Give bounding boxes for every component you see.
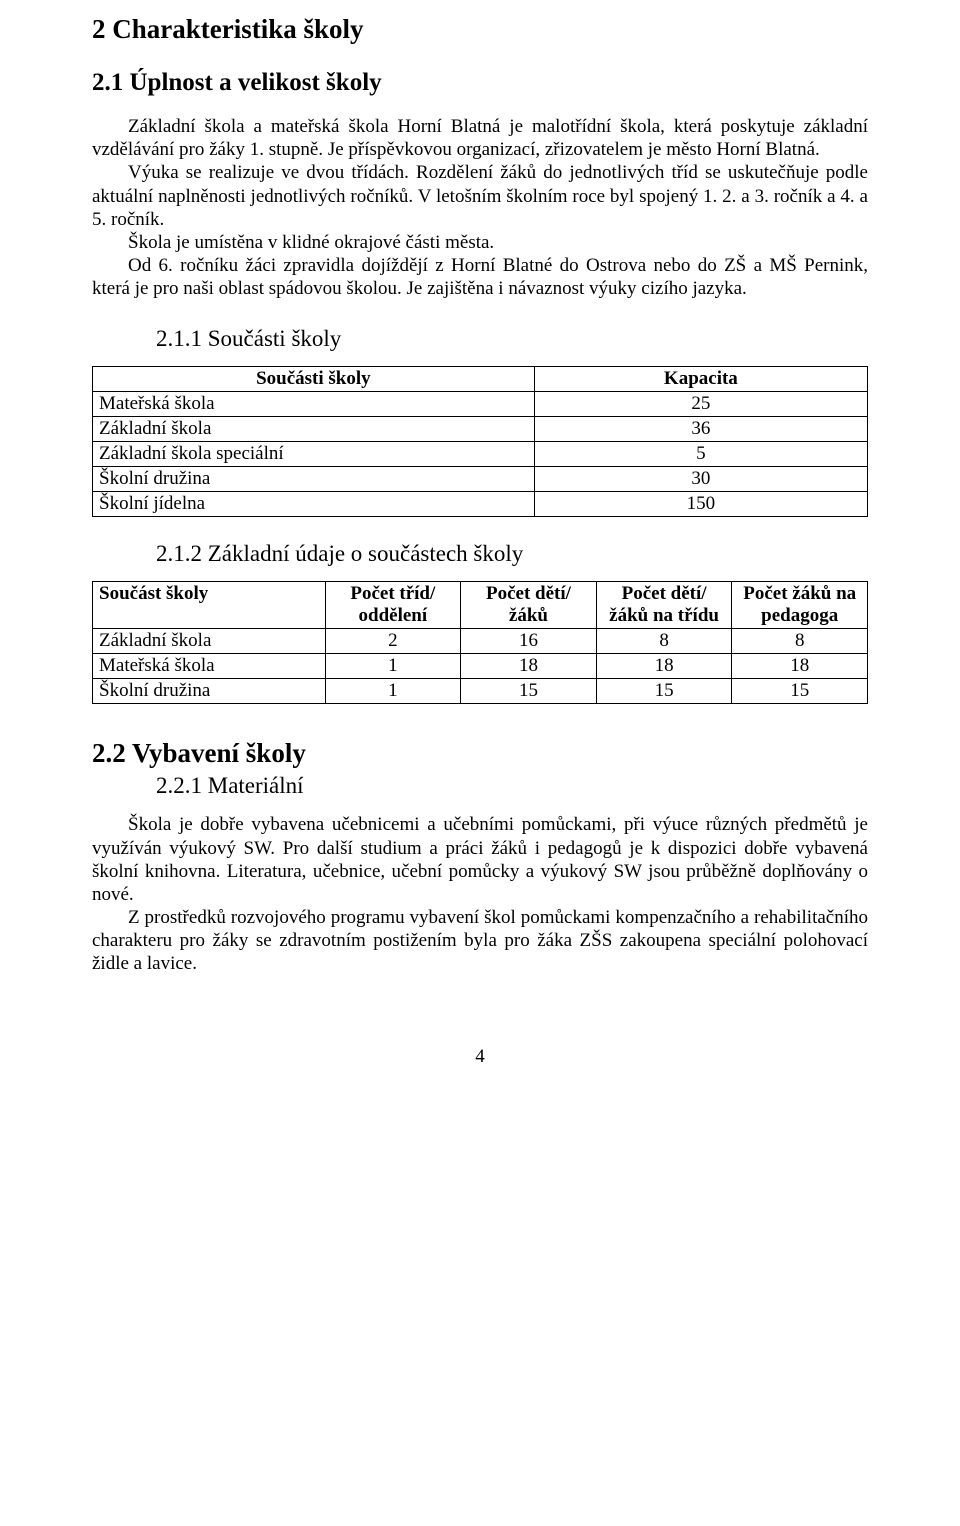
paragraph: Základní škola a mateřská škola Horní Bl… <box>92 115 868 161</box>
table-row: Základní škola 2 16 8 8 <box>93 629 868 654</box>
table-cell: 8 <box>732 629 868 654</box>
section-21-body: Základní škola a mateřská škola Horní Bl… <box>92 115 868 300</box>
column-header: Počet dětí/žáků na třídu <box>596 582 732 629</box>
table-zakladni-udaje: Součást školy Počet tříd/ oddělení Počet… <box>92 581 868 704</box>
table-header-row: Součásti školy Kapacita <box>93 367 868 392</box>
table-row: Mateřská škola 1 18 18 18 <box>93 654 868 679</box>
table-cell: Školní družina <box>93 467 535 492</box>
table-cell: Mateřská škola <box>93 654 326 679</box>
paragraph: Z prostředků rozvojového programu vybave… <box>92 906 868 976</box>
heading-materialni: 2.2.1 Materiální <box>156 773 868 799</box>
table-cell: 16 <box>461 629 597 654</box>
table-cell: 15 <box>461 679 597 704</box>
table-header-row: Součást školy Počet tříd/ oddělení Počet… <box>93 582 868 629</box>
table-row: Mateřská škola 25 <box>93 392 868 417</box>
table-cell: 18 <box>732 654 868 679</box>
table-cell: 36 <box>534 417 867 442</box>
table-cell: 25 <box>534 392 867 417</box>
paragraph: Škola je umístěna v klidné okrajové část… <box>92 231 868 254</box>
column-header: Součást školy <box>93 582 326 629</box>
table-cell: Školní družina <box>93 679 326 704</box>
heading-charakteristika-skoly: 2 Charakteristika školy <box>92 14 868 45</box>
heading-uplnost-velikost: 2.1 Úplnost a velikost školy <box>92 69 868 97</box>
table-cell: 30 <box>534 467 867 492</box>
table-row: Školní jídelna 150 <box>93 492 868 517</box>
table-cell: 1 <box>325 654 461 679</box>
document-page: 2 Charakteristika školy 2.1 Úplnost a ve… <box>0 0 960 1108</box>
heading-vybaveni-skoly: 2.2 Vybavení školy <box>92 738 868 769</box>
table-cell: 18 <box>461 654 597 679</box>
table-cell: Základní škola speciální <box>93 442 535 467</box>
table-soucasti-skoly: Součásti školy Kapacita Mateřská škola 2… <box>92 366 868 517</box>
table-cell: 18 <box>596 654 732 679</box>
table-row: Školní družina 1 15 15 15 <box>93 679 868 704</box>
table-cell: Mateřská škola <box>93 392 535 417</box>
column-header: Součásti školy <box>93 367 535 392</box>
paragraph: Výuka se realizuje ve dvou třídách. Rozd… <box>92 161 868 231</box>
table-cell: 8 <box>596 629 732 654</box>
column-header: Počet dětí/ žáků <box>461 582 597 629</box>
page-number: 4 <box>92 1046 868 1068</box>
table-cell: 1 <box>325 679 461 704</box>
table-row: Základní škola 36 <box>93 417 868 442</box>
table-cell: 2 <box>325 629 461 654</box>
column-header: Kapacita <box>534 367 867 392</box>
table-cell: 15 <box>596 679 732 704</box>
table-cell: Základní škola <box>93 417 535 442</box>
table-row: Školní družina 30 <box>93 467 868 492</box>
table-cell: 5 <box>534 442 867 467</box>
heading-soucasti-skoly: 2.1.1 Součásti školy <box>156 326 868 352</box>
table-cell: 150 <box>534 492 867 517</box>
table-cell: Základní škola <box>93 629 326 654</box>
column-header: Počet tříd/ oddělení <box>325 582 461 629</box>
paragraph: Od 6. ročníku žáci zpravidla dojíždějí z… <box>92 254 868 300</box>
table-cell: Školní jídelna <box>93 492 535 517</box>
column-header: Počet žáků na pedagoga <box>732 582 868 629</box>
heading-zakladni-udaje-soucasti: 2.1.2 Základní údaje o součástech školy <box>156 541 868 567</box>
table-row: Základní škola speciální 5 <box>93 442 868 467</box>
table-cell: 15 <box>732 679 868 704</box>
paragraph: Škola je dobře vybavena učebnicemi a uče… <box>92 813 868 906</box>
